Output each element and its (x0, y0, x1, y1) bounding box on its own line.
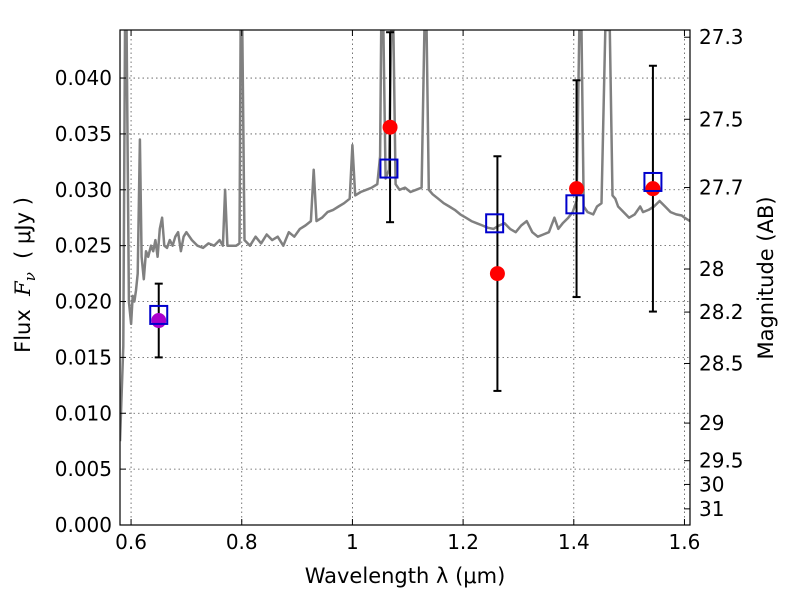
right-tick-label-8: 30 (699, 472, 724, 496)
observed-point-3 (569, 181, 585, 197)
y-axis-label-var: F (11, 280, 35, 297)
right-tick-label-0: 27.3 (699, 25, 744, 49)
y-tick-label-3: 0.015 (55, 345, 112, 369)
right-tick-label-2: 27.7 (699, 176, 744, 200)
x-tick-label-2: 1 (346, 530, 359, 554)
spectrum-series (120, 30, 690, 442)
y-axis-label-sub: ν (21, 272, 39, 281)
x-tick-label-0: 0.6 (115, 530, 147, 554)
y-tick-label-8: 0.040 (55, 66, 112, 90)
model-point-0 (149, 304, 169, 325)
right-tick-label-5: 28.5 (699, 351, 744, 375)
right-tick-label-9: 31 (699, 497, 724, 521)
y-tick-label-2: 0.010 (55, 401, 112, 425)
model-point-1 (379, 158, 399, 179)
right-tick-label-1: 27.5 (699, 107, 744, 131)
right-tick-label-7: 29.5 (699, 449, 744, 473)
model-point-3 (565, 194, 585, 215)
x-tick-label-5: 1.6 (669, 530, 701, 554)
x-axis-ticks: 0.6 0.8 1 1.2 1.4 1.6 (115, 30, 700, 554)
y-tick-label-4: 0.020 (55, 290, 112, 314)
y-axis-label: Flux Fν ( μJy ) (11, 197, 39, 353)
y-tick-label-0: 0.000 (55, 513, 112, 537)
y-tick-label-7: 0.035 (55, 122, 112, 146)
right-tick-label-4: 28.2 (699, 300, 744, 324)
y-axis-label-unit: ( μJy ) (11, 197, 35, 272)
y-tick-label-1: 0.005 (55, 457, 112, 481)
y-tick-label-5: 0.025 (55, 234, 112, 258)
x-tick-label-4: 1.4 (558, 530, 590, 554)
observed-point-1 (382, 119, 398, 135)
observed-point-2 (489, 266, 505, 282)
model-point-4 (643, 171, 663, 192)
observed-point-4 (645, 181, 661, 197)
plot-frame (119, 29, 691, 526)
y-axis-ticks: 0.000 0.005 0.010 0.015 0.020 0.025 0.030 0.035… (55, 66, 126, 537)
right-tick-label-3: 28 (699, 257, 724, 281)
model-point-2 (485, 213, 505, 234)
model-points (149, 158, 663, 325)
spectrum-line (120, 30, 690, 442)
y-axis-label-prefix: Flux (11, 296, 35, 353)
right-tick-label-6: 29 (699, 411, 724, 435)
x-axis-label: Wavelength λ (μm) (305, 564, 506, 588)
right-axis-label: Magnitude (AB) (754, 196, 778, 359)
observed-point-0 (151, 313, 167, 329)
x-tick-label-1: 0.8 (226, 530, 258, 554)
y-tick-label-6: 0.030 (55, 178, 112, 202)
x-tick-label-3: 1.2 (447, 530, 479, 554)
